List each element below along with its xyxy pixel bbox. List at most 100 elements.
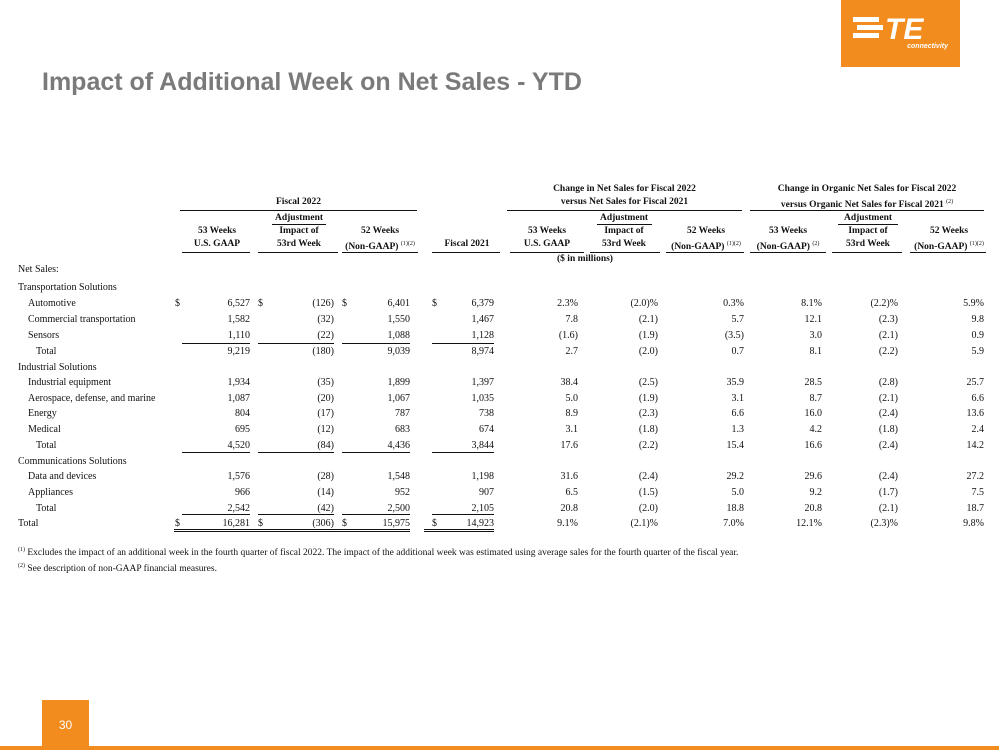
table-cell: 5.9% bbox=[963, 298, 984, 309]
table-cell: 1,582 bbox=[227, 314, 251, 325]
adjustment-rule bbox=[838, 224, 898, 225]
table-cell: 8.1 bbox=[809, 346, 823, 357]
table-cell: 3.1 bbox=[565, 424, 579, 435]
table-cell: 14.2 bbox=[966, 440, 985, 451]
table-cell: (32) bbox=[317, 314, 334, 325]
table-cell: 38.4 bbox=[560, 377, 579, 388]
footnote-ref: (1)(2) bbox=[400, 241, 415, 247]
subtotal-rule bbox=[432, 452, 494, 453]
table-cell: (2.4) bbox=[878, 440, 898, 451]
table-cell: 966 bbox=[235, 487, 250, 498]
table-cell: 6.5 bbox=[565, 487, 579, 498]
table-cell: (12) bbox=[317, 424, 334, 435]
table-cell: 13.6 bbox=[966, 408, 985, 419]
table-cell: 0.9 bbox=[971, 330, 985, 341]
te-logo-mark-icon: TE bbox=[853, 13, 924, 44]
table-cell: 6.6 bbox=[971, 393, 985, 404]
row-label: Aerospace, defense, and marine bbox=[28, 393, 156, 404]
table-cell: (1.7) bbox=[878, 487, 898, 498]
table-cell: 20.8 bbox=[560, 503, 579, 514]
table-cell: (2.4) bbox=[878, 471, 898, 482]
header-rule bbox=[342, 252, 418, 253]
grand-total-double-rule bbox=[334, 531, 410, 532]
dollar-sign: $ bbox=[342, 518, 347, 529]
table-cell: 35.9 bbox=[726, 377, 745, 388]
adjustment-header: Adjustment bbox=[274, 213, 324, 223]
col-header-change-52wk: 52 Weeks (Non-GAAP) (1)(2) bbox=[664, 225, 748, 254]
table-cell: (42) bbox=[317, 503, 334, 514]
col-header-change-impact: Impact of 53rd Week bbox=[583, 225, 665, 251]
adjustment-rule bbox=[597, 224, 652, 225]
units-label: ($ in millions) bbox=[557, 254, 613, 264]
group-header-fiscal-2022: Fiscal 2022 bbox=[275, 197, 322, 207]
row-label: Net Sales: bbox=[18, 264, 59, 275]
table-cell: 25.7 bbox=[966, 377, 985, 388]
table-cell: 804 bbox=[235, 408, 250, 419]
footnote-ref: (2) bbox=[812, 241, 820, 247]
row-label: Transportation Solutions bbox=[18, 282, 117, 293]
table-cell: (84) bbox=[317, 440, 334, 451]
dollar-sign: $ bbox=[342, 298, 347, 309]
footnote-text: See description of non-GAAP financial me… bbox=[27, 564, 217, 575]
col-header-line: 52 Weeks bbox=[686, 226, 726, 236]
dollar-sign: $ bbox=[175, 298, 180, 309]
header-rule bbox=[666, 252, 744, 253]
table-cell: 4.2 bbox=[809, 424, 823, 435]
table-cell: 5.7 bbox=[731, 314, 745, 325]
row-label: Sensors bbox=[28, 330, 60, 341]
logo-subtext: connectivity bbox=[907, 43, 948, 50]
row-label: Energy bbox=[28, 408, 57, 419]
col-header-line: 53 Weeks bbox=[197, 226, 237, 236]
subtotal-rule bbox=[182, 514, 250, 515]
subtotal-rule bbox=[258, 452, 334, 453]
table-cell: 1,088 bbox=[387, 330, 411, 341]
col-header-organic-53wk: 53 Weeks (Non-GAAP) (2) bbox=[748, 225, 828, 254]
table-cell: (2.2) bbox=[638, 440, 658, 451]
subtotal-rule bbox=[342, 343, 410, 344]
table-cell: 8,974 bbox=[471, 346, 495, 357]
subtotal-rule bbox=[342, 514, 410, 515]
table-cell: (1.6) bbox=[558, 330, 578, 341]
subtotal-rule bbox=[432, 514, 494, 515]
subtotal-rule bbox=[342, 452, 410, 453]
adjustment-header: Adjustment bbox=[843, 213, 893, 223]
subtotal-rule bbox=[182, 343, 250, 344]
table-cell: 683 bbox=[395, 424, 410, 435]
grand-total-double-rule bbox=[250, 529, 334, 530]
col-header-impact: Impact of 53rd Week bbox=[258, 225, 340, 251]
table-cell: 5.0 bbox=[565, 393, 579, 404]
logo-mark-text: TE bbox=[885, 13, 924, 44]
table-cell: 6,527 bbox=[227, 298, 251, 309]
table-cell: 1,035 bbox=[471, 393, 495, 404]
table-cell: 787 bbox=[395, 408, 410, 419]
table-cell: (20) bbox=[317, 393, 334, 404]
table-cell: (1.9) bbox=[638, 393, 658, 404]
table-cell: 8.9 bbox=[565, 408, 579, 419]
table-cell: (1.8) bbox=[638, 424, 658, 435]
table-cell: 1,397 bbox=[471, 377, 495, 388]
row-label: Total bbox=[36, 440, 57, 451]
dollar-sign: $ bbox=[432, 518, 437, 529]
header-rule bbox=[832, 252, 902, 253]
grand-total-double-rule bbox=[174, 531, 250, 532]
col-header-line: 53 Weeks bbox=[768, 226, 808, 236]
table-cell: (1.5) bbox=[638, 487, 658, 498]
table-cell: 2,105 bbox=[471, 503, 495, 514]
group-rule bbox=[180, 210, 417, 211]
change-org-line2: versus Organic Net Sales for Fiscal 2021 bbox=[780, 200, 944, 211]
row-label: Total bbox=[18, 518, 39, 529]
footnote-1: (1) Excludes the impact of an additional… bbox=[18, 547, 738, 558]
header-rule bbox=[182, 252, 250, 253]
table-cell: 2.4 bbox=[971, 424, 985, 435]
table-cell: (180) bbox=[312, 346, 334, 357]
table-cell: 674 bbox=[479, 424, 494, 435]
col-header-53wk-gaap: 53 Weeks U.S. GAAP bbox=[182, 225, 252, 251]
table-cell: 1,067 bbox=[387, 393, 411, 404]
table-cell: 18.8 bbox=[726, 503, 745, 514]
page-title: Impact of Additional Week on Net Sales -… bbox=[42, 68, 582, 96]
adjustment-rule bbox=[272, 224, 326, 225]
footnote-text: Excludes the impact of an additional wee… bbox=[27, 548, 739, 559]
table-cell: 1,548 bbox=[387, 471, 411, 482]
table-cell: 1,934 bbox=[227, 377, 251, 388]
footnote-mark: (2) bbox=[18, 563, 25, 569]
